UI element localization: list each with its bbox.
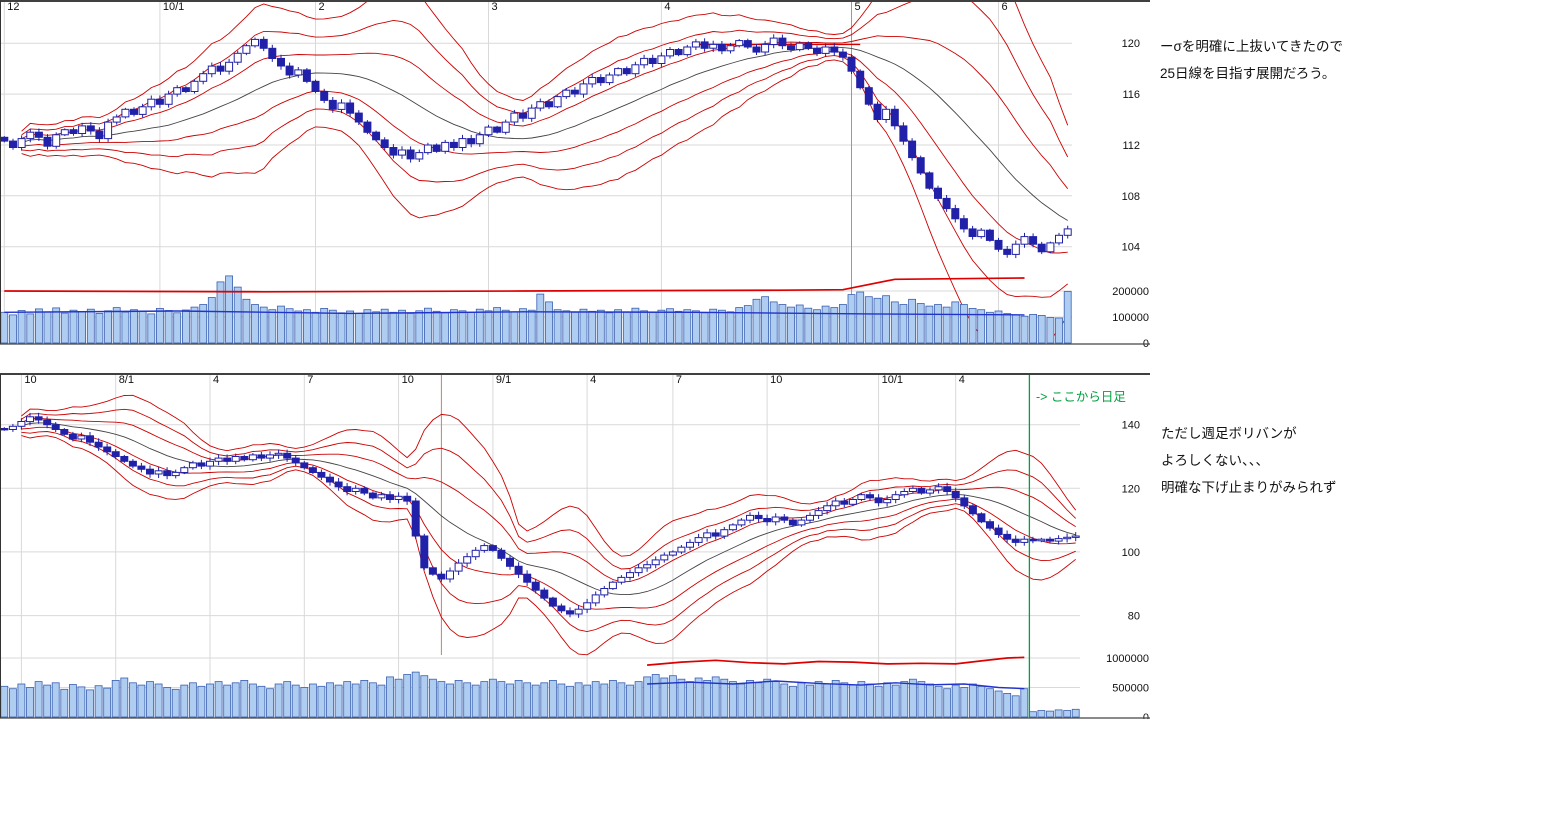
svg-text:7: 7 xyxy=(676,374,682,386)
weekly-candlestick-chart: 140 120 100 80 1000000 500000 0 10 8/1 4 7 10 9/1 4 7 1… xyxy=(0,373,1150,719)
svg-text:2: 2 xyxy=(319,1,325,13)
svg-text:10/1: 10/1 xyxy=(882,374,903,386)
svg-text:8/1: 8/1 xyxy=(119,374,134,386)
comment-line: よろしくない、、、 xyxy=(1161,453,1269,468)
svg-text:500000: 500000 xyxy=(1112,683,1149,695)
svg-text:4: 4 xyxy=(213,374,219,386)
svg-text:1000000: 1000000 xyxy=(1106,653,1149,665)
svg-text:4: 4 xyxy=(590,374,596,386)
comment-line: ただし週足ボリバンが xyxy=(1161,426,1297,441)
svg-text:108: 108 xyxy=(1122,191,1140,203)
svg-text:10: 10 xyxy=(24,374,36,386)
svg-text:80: 80 xyxy=(1128,611,1140,623)
comment-line: ーσを明確に上抜いてきたので xyxy=(1160,39,1344,54)
from-here-daily-label: -> ここから日足 xyxy=(1036,390,1126,404)
svg-text:0: 0 xyxy=(1143,712,1149,719)
bottom-chart-comment: ただし週足ボリバンが よろしくない、、、 明確な下げ止まりがみられず xyxy=(1161,420,1337,501)
svg-text:140: 140 xyxy=(1122,420,1140,432)
weekly-chart-block: 140 120 100 80 1000000 500000 0 10 8/1 4 7 10 9/1 4 7 1… xyxy=(0,373,1155,719)
svg-text:10/1: 10/1 xyxy=(163,1,184,13)
svg-text:120: 120 xyxy=(1122,38,1140,50)
svg-text:5: 5 xyxy=(855,1,861,13)
svg-text:104: 104 xyxy=(1122,242,1140,254)
svg-text:112: 112 xyxy=(1122,140,1140,152)
top-chart-comment: ーσを明確に上抜いてきたので 25日線を目指す展開だろう。 xyxy=(1160,33,1343,87)
svg-text:4: 4 xyxy=(959,374,965,386)
svg-text:116: 116 xyxy=(1122,89,1140,101)
svg-text:120: 120 xyxy=(1122,483,1140,495)
svg-text:200000: 200000 xyxy=(1112,286,1149,298)
svg-text:7: 7 xyxy=(307,374,313,386)
svg-text:12: 12 xyxy=(7,1,19,13)
svg-text:4: 4 xyxy=(664,1,670,13)
svg-text:6: 6 xyxy=(1002,1,1008,13)
daily-chart-block: 120 116 112 108 104 200000 100000 0 12 10/1 2 3 4 5 6 xyxy=(0,0,1155,352)
svg-text:10: 10 xyxy=(770,374,782,386)
comment-line: 25日線を目指す展開だろう。 xyxy=(1160,66,1336,81)
svg-text:3: 3 xyxy=(492,1,498,13)
comment-line: 明確な下げ止まりがみられず xyxy=(1161,480,1337,495)
svg-text:100: 100 xyxy=(1122,547,1140,559)
svg-text:9/1: 9/1 xyxy=(496,374,511,386)
svg-text:100000: 100000 xyxy=(1112,312,1149,324)
svg-text:10: 10 xyxy=(402,374,414,386)
